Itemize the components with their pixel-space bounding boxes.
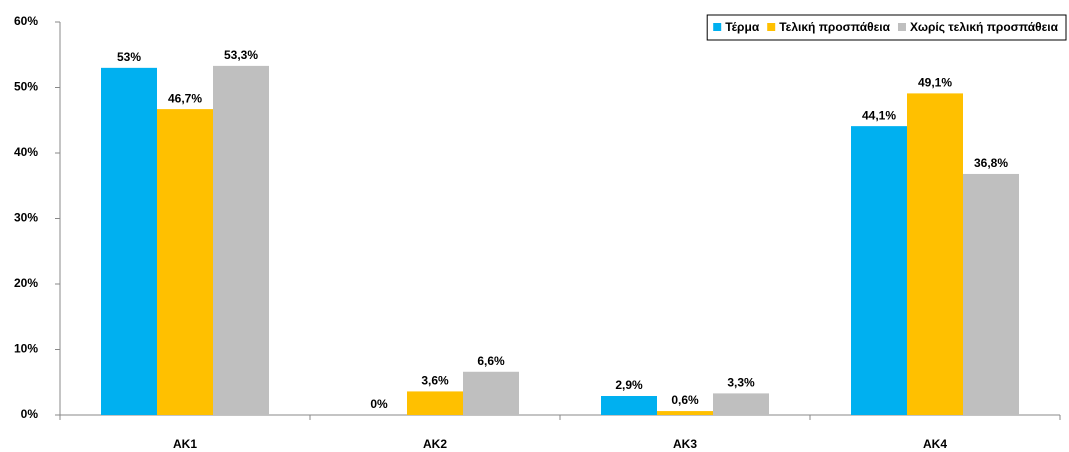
value-label: 0%: [370, 397, 388, 411]
bar: [213, 65, 269, 415]
bar: [907, 93, 963, 416]
legend-swatch: [767, 23, 776, 31]
value-label: 2,9%: [615, 378, 643, 392]
x-tick-label: AK2: [423, 437, 447, 451]
bar: [407, 391, 463, 415]
y-tick-label: 30%: [14, 211, 38, 225]
x-tick-label: AK4: [923, 437, 947, 451]
value-label: 53%: [117, 50, 141, 64]
bar: [101, 67, 157, 415]
y-tick-label: 20%: [14, 276, 38, 290]
value-label: 49,1%: [918, 76, 952, 90]
bar: [963, 173, 1019, 415]
y-tick-label: 50%: [14, 80, 38, 94]
value-label: 6,6%: [477, 354, 505, 368]
value-label: 44,1%: [862, 108, 896, 122]
bar: [463, 371, 519, 415]
value-label: 53,3%: [224, 48, 258, 62]
x-tick-label: AK1: [173, 437, 197, 451]
legend-swatch: [897, 23, 906, 31]
value-label: 46,7%: [168, 91, 202, 105]
bar: [157, 109, 213, 416]
value-label: 3,3%: [727, 376, 755, 390]
bar: [713, 393, 769, 415]
legend-label: Τελική προσπάθεια: [779, 20, 890, 34]
y-tick-label: 60%: [14, 14, 38, 28]
y-tick-label: 40%: [14, 145, 38, 159]
value-label: 36,8%: [974, 156, 1008, 170]
legend: [706, 14, 1067, 41]
y-tick-label: 10%: [14, 342, 38, 356]
value-label: 3,6%: [421, 374, 449, 388]
bar: [851, 126, 907, 416]
bar: [657, 411, 713, 415]
value-label: 0,6%: [671, 393, 699, 407]
x-tick-label: AK3: [673, 437, 697, 451]
legend-label: Τέρμα: [725, 20, 760, 34]
legend-swatch: [713, 23, 722, 31]
y-tick-label: 0%: [21, 407, 39, 421]
legend-label: Χωρίς τελική προσπάθεια: [910, 20, 1059, 34]
bar: [601, 396, 657, 415]
